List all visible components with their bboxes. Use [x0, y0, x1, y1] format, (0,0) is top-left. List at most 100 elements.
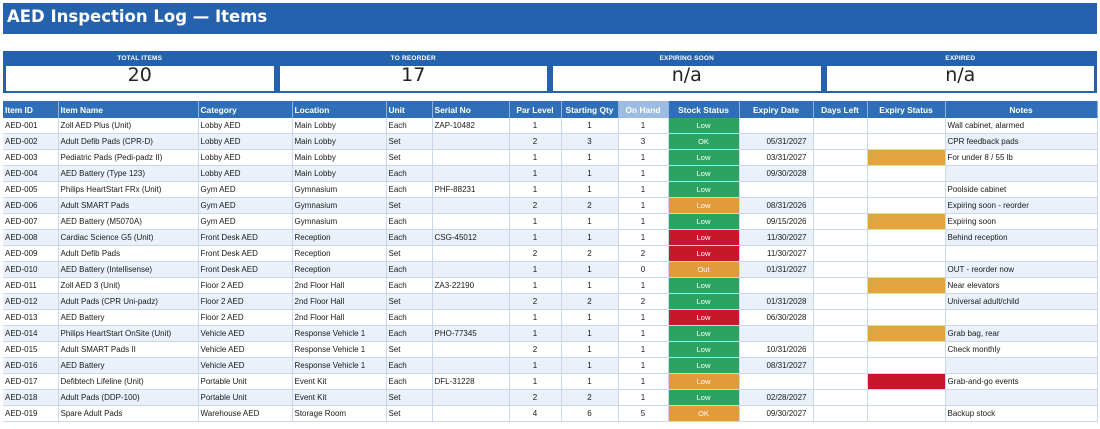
- notes-cell[interactable]: Grab-and-go events: [945, 373, 1098, 390]
- unit-cell[interactable]: Set: [386, 341, 433, 358]
- on-hand-cell[interactable]: 1: [618, 165, 669, 182]
- col-header-stock-status[interactable]: Stock Status: [668, 101, 740, 118]
- notes-cell[interactable]: Backup stock: [945, 405, 1098, 422]
- par-level-cell[interactable]: 1: [509, 229, 562, 246]
- location-cell[interactable]: Reception: [292, 245, 387, 262]
- serial-no-cell[interactable]: [432, 261, 510, 278]
- days-left-cell[interactable]: [813, 165, 868, 182]
- notes-cell[interactable]: Universal adult/child: [945, 293, 1098, 310]
- stock-status-cell[interactable]: Low: [668, 213, 740, 230]
- starting-qty-cell[interactable]: 1: [561, 165, 619, 182]
- notes-cell[interactable]: Behind reception: [945, 229, 1098, 246]
- location-cell[interactable]: Main Lobby: [292, 118, 387, 134]
- location-cell[interactable]: 2nd Floor Hall: [292, 293, 387, 310]
- stock-status-cell[interactable]: Low: [668, 165, 740, 182]
- days-left-cell[interactable]: [813, 261, 868, 278]
- stock-status-cell[interactable]: OK: [668, 133, 740, 150]
- expiry-date-cell[interactable]: [739, 181, 814, 198]
- item-name-cell[interactable]: Adult SMART Pads II: [58, 341, 199, 358]
- expiry-status-cell[interactable]: [867, 118, 946, 134]
- on-hand-cell[interactable]: 1: [618, 325, 669, 342]
- col-header-item-name[interactable]: Item Name: [58, 101, 199, 118]
- item-id-cell[interactable]: AED-013: [3, 309, 59, 326]
- starting-qty-cell[interactable]: 1: [561, 149, 619, 166]
- item-name-cell[interactable]: AED Battery: [58, 357, 199, 374]
- days-left-cell[interactable]: [813, 309, 868, 326]
- starting-qty-cell[interactable]: 1: [561, 373, 619, 390]
- days-left-cell[interactable]: [813, 213, 868, 230]
- on-hand-cell[interactable]: 1: [618, 389, 669, 406]
- par-level-cell[interactable]: 1: [509, 261, 562, 278]
- item-name-cell[interactable]: Cardiac Science G5 (Unit): [58, 229, 199, 246]
- expiry-date-cell[interactable]: 01/31/2027: [739, 261, 814, 278]
- serial-no-cell[interactable]: [432, 165, 510, 182]
- notes-cell[interactable]: [945, 309, 1098, 326]
- table-row[interactable]: AED-017 Defibtech Lifeline (Unit) Portable…: [3, 373, 1098, 390]
- location-cell[interactable]: Gymnasium: [292, 197, 387, 214]
- days-left-cell[interactable]: [813, 277, 868, 294]
- days-left-cell[interactable]: [813, 118, 868, 134]
- col-header-location[interactable]: Location: [292, 101, 387, 118]
- starting-qty-cell[interactable]: 1: [561, 261, 619, 278]
- location-cell[interactable]: Response Vehicle 1: [292, 341, 387, 358]
- expiry-status-cell[interactable]: [867, 181, 946, 198]
- expiry-status-cell[interactable]: [867, 245, 946, 262]
- item-id-cell[interactable]: AED-007: [3, 213, 59, 230]
- stock-status-cell[interactable]: Low: [668, 293, 740, 310]
- category-cell[interactable]: Warehouse AED: [198, 405, 293, 422]
- table-row[interactable]: AED-005 Philips HeartStart FRx (Unit) Gym …: [3, 181, 1098, 198]
- unit-cell[interactable]: Each: [386, 325, 433, 342]
- starting-qty-cell[interactable]: 1: [561, 229, 619, 246]
- location-cell[interactable]: Gymnasium: [292, 181, 387, 198]
- location-cell[interactable]: 2nd Floor Hall: [292, 277, 387, 294]
- unit-cell[interactable]: Each: [386, 118, 433, 134]
- serial-no-cell[interactable]: ZA3-22190: [432, 277, 510, 294]
- starting-qty-cell[interactable]: 2: [561, 197, 619, 214]
- stock-status-cell[interactable]: Low: [668, 389, 740, 406]
- item-id-cell[interactable]: AED-019: [3, 405, 59, 422]
- location-cell[interactable]: Reception: [292, 229, 387, 246]
- item-id-cell[interactable]: AED-014: [3, 325, 59, 342]
- par-level-cell[interactable]: 4: [509, 405, 562, 422]
- notes-cell[interactable]: Check monthly: [945, 341, 1098, 358]
- on-hand-cell[interactable]: 3: [618, 133, 669, 150]
- location-cell[interactable]: Gymnasium: [292, 213, 387, 230]
- stock-status-cell[interactable]: Out: [668, 261, 740, 278]
- unit-cell[interactable]: Each: [386, 309, 433, 326]
- unit-cell[interactable]: Each: [386, 181, 433, 198]
- serial-no-cell[interactable]: ZAP-10482: [432, 118, 510, 134]
- par-level-cell[interactable]: 2: [509, 341, 562, 358]
- starting-qty-cell[interactable]: 1: [561, 213, 619, 230]
- expiry-status-cell[interactable]: [867, 149, 946, 166]
- starting-qty-cell[interactable]: 1: [561, 341, 619, 358]
- item-id-cell[interactable]: AED-012: [3, 293, 59, 310]
- category-cell[interactable]: Floor 2 AED: [198, 309, 293, 326]
- days-left-cell[interactable]: [813, 389, 868, 406]
- item-name-cell[interactable]: AED Battery (M5070A): [58, 213, 199, 230]
- location-cell[interactable]: Response Vehicle 1: [292, 357, 387, 374]
- item-name-cell[interactable]: Pediatric Pads (Pedi-padz II): [58, 149, 199, 166]
- table-row[interactable]: AED-003 Pediatric Pads (Pedi-padz II) Lobb…: [3, 149, 1098, 166]
- par-level-cell[interactable]: 1: [509, 213, 562, 230]
- location-cell[interactable]: Response Vehicle 1: [292, 325, 387, 342]
- item-id-cell[interactable]: AED-002: [3, 133, 59, 150]
- unit-cell[interactable]: Each: [386, 373, 433, 390]
- expiry-date-cell[interactable]: [739, 373, 814, 390]
- par-level-cell[interactable]: 1: [509, 165, 562, 182]
- unit-cell[interactable]: Set: [386, 293, 433, 310]
- par-level-cell[interactable]: 1: [509, 181, 562, 198]
- expiry-status-cell[interactable]: [867, 277, 946, 294]
- table-row[interactable]: AED-001 Zoll AED Plus (Unit) Lobby AED Main…: [3, 118, 1098, 134]
- location-cell[interactable]: Storage Room: [292, 405, 387, 422]
- item-id-cell[interactable]: AED-011: [3, 277, 59, 294]
- category-cell[interactable]: Lobby AED: [198, 133, 293, 150]
- on-hand-cell[interactable]: 2: [618, 293, 669, 310]
- unit-cell[interactable]: Each: [386, 357, 433, 374]
- starting-qty-cell[interactable]: 1: [561, 325, 619, 342]
- notes-cell[interactable]: CPR feedback pads: [945, 133, 1098, 150]
- expiry-status-cell[interactable]: [867, 373, 946, 390]
- item-name-cell[interactable]: Adult Defib Pads: [58, 245, 199, 262]
- expiry-date-cell[interactable]: 05/31/2027: [739, 133, 814, 150]
- par-level-cell[interactable]: 2: [509, 245, 562, 262]
- category-cell[interactable]: Lobby AED: [198, 165, 293, 182]
